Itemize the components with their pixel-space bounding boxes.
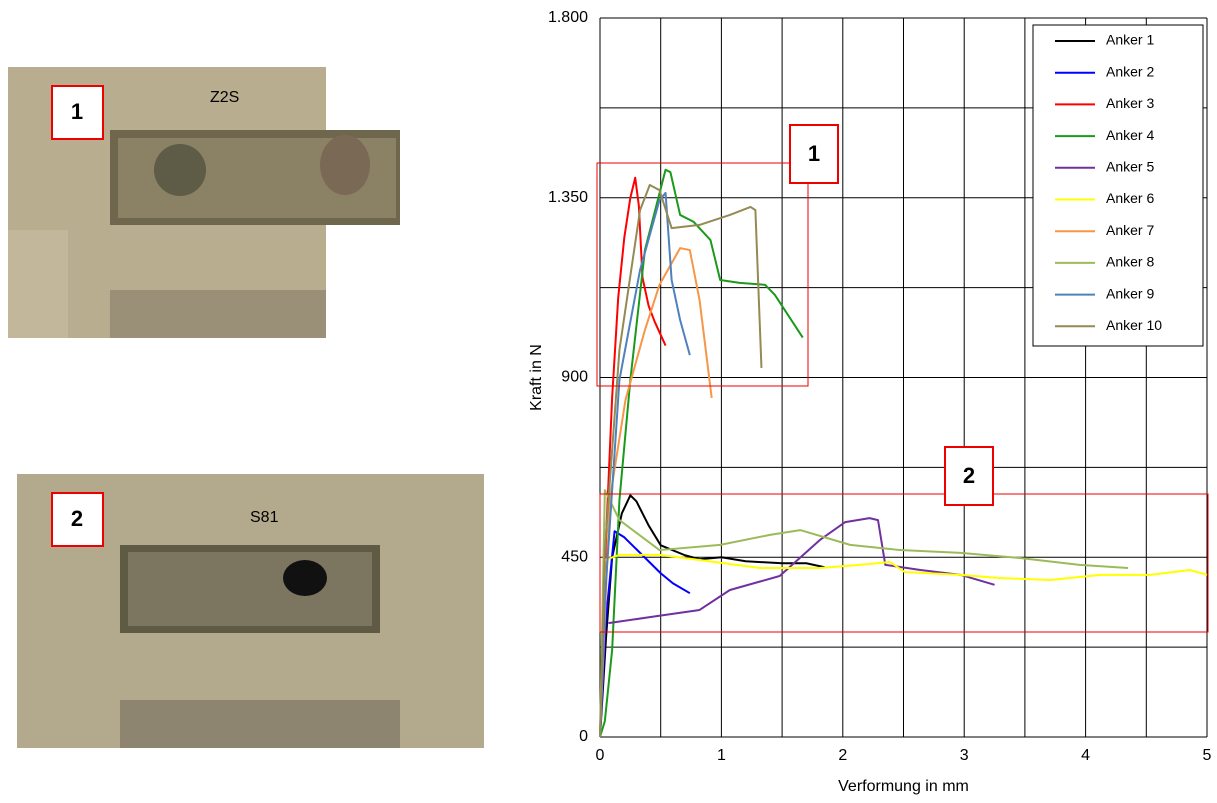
legend-label: Anker 4 — [1106, 127, 1154, 143]
annotation-box — [597, 163, 808, 386]
x-axis-label: Verformung in mm — [838, 778, 969, 795]
photo-writing: S81 — [250, 509, 279, 526]
legend-label: Anker 9 — [1106, 285, 1154, 301]
page: Z2S S81 1 2 0 450 900 1.350 1.800 0 1 2 3 4 5 Verfo… — [0, 0, 1217, 803]
series-line — [600, 193, 690, 737]
annotation-label: 2 — [963, 463, 975, 488]
y-tick-label: 900 — [561, 369, 588, 386]
legend-label: Anker 8 — [1106, 254, 1154, 270]
x-tick-label: 3 — [960, 747, 969, 764]
chart: 0 450 900 1.350 1.800 0 1 2 3 4 5 Verformung in mm K… — [528, 9, 1211, 795]
photo-label: 2 — [71, 506, 83, 531]
x-tick-label: 2 — [838, 747, 847, 764]
series-line — [608, 518, 994, 623]
annotation-label: 1 — [808, 141, 820, 166]
legend-label: Anker 3 — [1106, 95, 1154, 111]
series-line — [600, 185, 761, 737]
y-tick-label: 1.800 — [548, 9, 588, 26]
x-tick-label: 0 — [596, 747, 605, 764]
legend-label: Anker 10 — [1106, 317, 1162, 333]
photo-label: 1 — [71, 99, 83, 124]
series-line — [600, 170, 803, 737]
x-tick-label: 4 — [1081, 747, 1090, 764]
photo-writing: Z2S — [210, 89, 239, 106]
x-tick-label: 1 — [717, 747, 726, 764]
y-tick-label: 450 — [561, 548, 588, 565]
legend-label: Anker 1 — [1106, 32, 1154, 48]
legend-label: Anker 7 — [1106, 222, 1154, 238]
x-tick-label: 5 — [1203, 747, 1212, 764]
y-tick-label: 1.350 — [548, 189, 588, 206]
y-axis-label: Kraft in N — [528, 344, 545, 411]
legend-label: Anker 5 — [1106, 159, 1154, 175]
legend-label: Anker 6 — [1106, 190, 1154, 206]
y-tick-label: 0 — [579, 728, 588, 745]
legend-label: Anker 2 — [1106, 63, 1154, 79]
figure: Z2S S81 1 2 0 450 900 1.350 1.800 0 1 2 3 4 5 Verfo… — [0, 0, 1217, 798]
